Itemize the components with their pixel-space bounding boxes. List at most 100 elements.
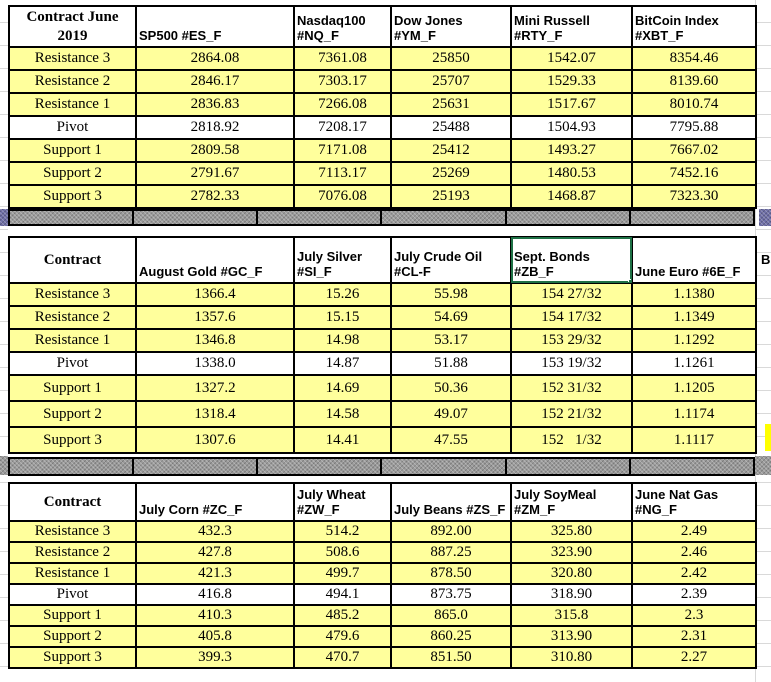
column-header[interactable]: June Euro #6E_F	[631, 236, 757, 284]
value-cell[interactable]: 14.41	[293, 426, 392, 454]
row-label[interactable]: Pivot	[8, 583, 137, 606]
column-header[interactable]: Dow Jones #YM_F	[390, 5, 512, 48]
value-cell[interactable]: 410.3	[135, 604, 295, 627]
column-header[interactable]: Nasdaq100 #NQ_F	[293, 5, 392, 48]
value-cell[interactable]: 50.36	[390, 374, 512, 402]
row-label[interactable]: Resistance 2	[8, 305, 137, 330]
value-cell[interactable]: 15.15	[293, 305, 392, 330]
value-cell[interactable]: 1493.27	[510, 138, 633, 163]
row-label[interactable]: Pivot	[8, 351, 137, 376]
corner-label[interactable]: Contract June 2019	[8, 5, 137, 48]
value-cell[interactable]: 851.50	[390, 646, 512, 669]
row-label[interactable]: Resistance 1	[8, 562, 137, 585]
value-cell[interactable]: 1.1380	[631, 282, 757, 307]
value-cell[interactable]: 25850	[390, 46, 512, 71]
value-cell[interactable]: 53.17	[390, 328, 512, 353]
value-cell[interactable]: 313.90	[510, 625, 633, 648]
row-label[interactable]: Resistance 1	[8, 92, 137, 117]
value-cell[interactable]: 2809.58	[135, 138, 295, 163]
value-cell[interactable]: 1.1174	[631, 400, 757, 428]
value-cell[interactable]: 1318.4	[135, 400, 295, 428]
value-cell[interactable]: 860.25	[390, 625, 512, 648]
value-cell[interactable]: 1.1261	[631, 351, 757, 376]
value-cell[interactable]: 323.90	[510, 541, 633, 564]
value-cell[interactable]: 153 29/32	[510, 328, 633, 353]
value-cell[interactable]: 470.7	[293, 646, 392, 669]
row-label[interactable]: Resistance 3	[8, 46, 137, 71]
value-cell[interactable]: 865.0	[390, 604, 512, 627]
value-cell[interactable]: 8010.74	[631, 92, 757, 117]
value-cell[interactable]: 14.58	[293, 400, 392, 428]
value-cell[interactable]: 54.69	[390, 305, 512, 330]
value-cell[interactable]: 485.2	[293, 604, 392, 627]
value-cell[interactable]: 310.80	[510, 646, 633, 669]
row-label[interactable]: Resistance 1	[8, 328, 137, 353]
value-cell[interactable]: 152 31/32	[510, 374, 633, 402]
value-cell[interactable]: 892.00	[390, 520, 512, 543]
value-cell[interactable]: 25193	[390, 184, 512, 209]
row-label[interactable]: Pivot	[8, 115, 137, 140]
value-cell[interactable]: 25488	[390, 115, 512, 140]
value-cell[interactable]: 7113.17	[293, 161, 392, 186]
column-header[interactable]: July SoyMeal #ZM_F	[510, 482, 633, 522]
value-cell[interactable]: 479.6	[293, 625, 392, 648]
row-label[interactable]: Resistance 2	[8, 541, 137, 564]
column-header-selected[interactable]: Sept. Bonds #ZB_F	[510, 236, 633, 284]
value-cell[interactable]: 154 27/32	[510, 282, 633, 307]
column-header[interactable]: BitCoin Index #XBT_F	[631, 5, 757, 48]
column-header[interactable]: July Corn #ZC_F	[135, 482, 295, 522]
value-cell[interactable]: 873.75	[390, 583, 512, 606]
value-cell[interactable]: 320.80	[510, 562, 633, 585]
value-cell[interactable]: 2836.83	[135, 92, 295, 117]
value-cell[interactable]: 7208.17	[293, 115, 392, 140]
value-cell[interactable]: 7795.88	[631, 115, 757, 140]
value-cell[interactable]: 14.98	[293, 328, 392, 353]
row-label[interactable]: Support 2	[8, 161, 137, 186]
column-header[interactable]: July Wheat #ZW_F	[293, 482, 392, 522]
value-cell[interactable]: 315.8	[510, 604, 633, 627]
row-label[interactable]: Support 1	[8, 138, 137, 163]
value-cell[interactable]: 7171.08	[293, 138, 392, 163]
value-cell[interactable]: 1517.67	[510, 92, 633, 117]
value-cell[interactable]: 1.1117	[631, 426, 757, 454]
value-cell[interactable]: 25412	[390, 138, 512, 163]
value-cell[interactable]: 153 19/32	[510, 351, 633, 376]
value-cell[interactable]: 14.69	[293, 374, 392, 402]
column-header[interactable]: July Silver #SI_F	[293, 236, 392, 284]
row-label[interactable]: Support 1	[8, 604, 137, 627]
row-label[interactable]: Support 3	[8, 184, 137, 209]
value-cell[interactable]: 2.46	[631, 541, 757, 564]
value-cell[interactable]: 15.26	[293, 282, 392, 307]
value-cell[interactable]: 1480.53	[510, 161, 633, 186]
value-cell[interactable]: 1.1292	[631, 328, 757, 353]
corner-label[interactable]: Contract	[8, 236, 137, 284]
column-header[interactable]: August Gold #GC_F	[135, 236, 295, 284]
value-cell[interactable]: 1357.6	[135, 305, 295, 330]
value-cell[interactable]: 25631	[390, 92, 512, 117]
value-cell[interactable]: 878.50	[390, 562, 512, 585]
value-cell[interactable]: 25269	[390, 161, 512, 186]
value-cell[interactable]: 49.07	[390, 400, 512, 428]
value-cell[interactable]: 8139.60	[631, 69, 757, 94]
value-cell[interactable]: 2.49	[631, 520, 757, 543]
value-cell[interactable]: 432.3	[135, 520, 295, 543]
value-cell[interactable]: 154 17/32	[510, 305, 633, 330]
value-cell[interactable]: 152 1/32	[510, 426, 633, 454]
value-cell[interactable]: 7076.08	[293, 184, 392, 209]
value-cell[interactable]: 47.55	[390, 426, 512, 454]
row-label[interactable]: Resistance 3	[8, 282, 137, 307]
row-label[interactable]: Support 3	[8, 646, 137, 669]
value-cell[interactable]: 7452.16	[631, 161, 757, 186]
column-header[interactable]: Mini Russell #RTY_F	[510, 5, 633, 48]
value-cell[interactable]: 7323.30	[631, 184, 757, 209]
value-cell[interactable]: 7303.17	[293, 69, 392, 94]
value-cell[interactable]: 1327.2	[135, 374, 295, 402]
value-cell[interactable]: 2.27	[631, 646, 757, 669]
value-cell[interactable]: 2782.33	[135, 184, 295, 209]
value-cell[interactable]: 2.39	[631, 583, 757, 606]
value-cell[interactable]: 8354.46	[631, 46, 757, 71]
value-cell[interactable]: 55.98	[390, 282, 512, 307]
row-label[interactable]: Support 3	[8, 426, 137, 454]
value-cell[interactable]: 2818.92	[135, 115, 295, 140]
value-cell[interactable]: 2846.17	[135, 69, 295, 94]
